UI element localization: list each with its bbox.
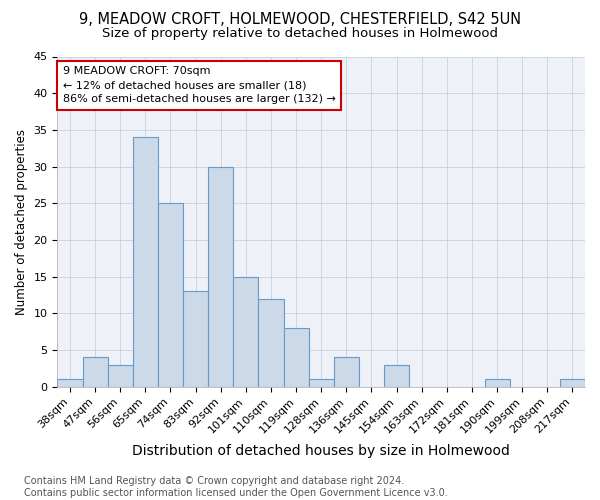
X-axis label: Distribution of detached houses by size in Holmewood: Distribution of detached houses by size …	[132, 444, 510, 458]
Bar	[183, 291, 208, 386]
Bar	[83, 357, 107, 386]
Bar	[158, 203, 183, 386]
Text: 9, MEADOW CROFT, HOLMEWOOD, CHESTERFIELD, S42 5UN: 9, MEADOW CROFT, HOLMEWOOD, CHESTERFIELD…	[79, 12, 521, 28]
Bar	[133, 137, 158, 386]
Bar	[107, 364, 133, 386]
Bar	[284, 328, 308, 386]
Bar	[334, 357, 359, 386]
Bar	[233, 276, 259, 386]
Bar	[384, 364, 409, 386]
Bar	[560, 379, 585, 386]
Text: 9 MEADOW CROFT: 70sqm
← 12% of detached houses are smaller (18)
86% of semi-deta: 9 MEADOW CROFT: 70sqm ← 12% of detached …	[62, 66, 335, 104]
Bar	[485, 379, 509, 386]
Bar	[58, 379, 83, 386]
Bar	[259, 298, 284, 386]
Bar	[208, 166, 233, 386]
Text: Contains HM Land Registry data © Crown copyright and database right 2024.
Contai: Contains HM Land Registry data © Crown c…	[24, 476, 448, 498]
Y-axis label: Number of detached properties: Number of detached properties	[15, 128, 28, 314]
Text: Size of property relative to detached houses in Holmewood: Size of property relative to detached ho…	[102, 28, 498, 40]
Bar	[308, 379, 334, 386]
